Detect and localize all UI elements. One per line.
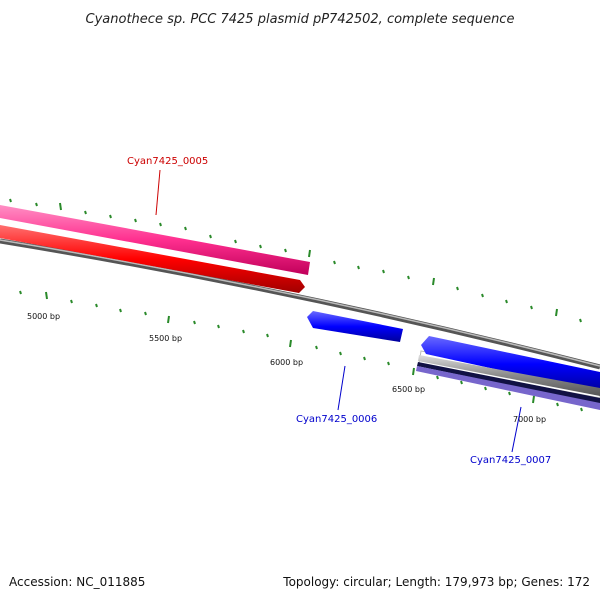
gene-cyan7425-0005-arrow[interactable] xyxy=(0,225,305,293)
tick-mark xyxy=(308,249,311,258)
tick-mark xyxy=(407,275,410,280)
tick-mark xyxy=(556,402,559,407)
tick-mark xyxy=(259,244,262,249)
tick-mark xyxy=(109,214,112,219)
tick-mark xyxy=(95,303,98,308)
tick-mark xyxy=(357,265,360,270)
tick-mark xyxy=(363,356,366,361)
tick-mark xyxy=(460,380,463,385)
gene-label-cyan7425-0005[interactable]: Cyan7425_0005 xyxy=(127,156,208,167)
gene-feature-gray[interactable] xyxy=(418,355,600,396)
tick-mark xyxy=(217,324,220,329)
gene-label-cyan7425-0007[interactable]: Cyan7425_0007 xyxy=(470,455,551,466)
tick-mark xyxy=(580,407,583,412)
tick-mark xyxy=(289,339,292,348)
accession-text: Accession: NC_011885 xyxy=(9,575,145,589)
tick-marks-lower xyxy=(19,290,583,412)
tick-mark xyxy=(532,395,535,404)
tick-mark xyxy=(456,286,459,291)
tick-mark xyxy=(333,260,336,265)
tick-mark xyxy=(167,315,170,324)
tick-mark xyxy=(209,234,212,239)
gene-label-leader xyxy=(511,406,522,453)
tick-mark xyxy=(59,202,62,211)
map-title: Cyanothece sp. PCC 7425 plasmid pP742502… xyxy=(86,12,515,27)
tick-mark xyxy=(387,361,390,366)
tick-mark xyxy=(339,351,342,356)
tick-label: 6000 bp xyxy=(270,358,303,367)
tick-mark xyxy=(35,202,38,207)
tick-mark xyxy=(436,375,439,380)
gene-feature-dark[interactable] xyxy=(417,362,600,404)
tick-mark xyxy=(555,308,558,317)
tick-mark xyxy=(266,333,269,338)
backbone-highlight xyxy=(0,239,600,367)
tick-mark xyxy=(505,299,508,304)
gene-label-cyan7425-0006[interactable]: Cyan7425_0006 xyxy=(296,414,377,425)
gene-label-leader xyxy=(337,365,346,411)
tick-mark xyxy=(159,222,162,227)
backbone-line xyxy=(0,238,600,370)
gene-cyan7425-0006-arrow[interactable] xyxy=(307,311,403,342)
tick-mark xyxy=(184,226,187,231)
tick-label: 5000 bp xyxy=(27,312,60,321)
tick-mark xyxy=(508,391,511,396)
tick-marks-upper xyxy=(9,198,582,323)
tick-mark xyxy=(119,308,122,313)
tick-mark xyxy=(284,248,287,253)
tick-mark xyxy=(484,386,487,391)
tick-mark xyxy=(144,311,147,316)
gene-label-leader xyxy=(155,169,161,216)
tick-mark xyxy=(432,277,435,286)
tick-mark xyxy=(70,299,73,304)
summary-text: Topology: circular; Length: 179,973 bp; … xyxy=(282,575,590,589)
tick-mark xyxy=(579,318,582,323)
tick-mark xyxy=(9,198,12,203)
tick-mark xyxy=(234,239,237,244)
tick-label: 6500 bp xyxy=(392,385,425,394)
tick-label: 7000 bp xyxy=(513,415,546,424)
gene-cyan7425-0007-arrow[interactable] xyxy=(421,336,600,392)
tick-label: 5500 bp xyxy=(149,334,182,343)
tick-mark xyxy=(19,290,22,295)
gene-feature-pink[interactable] xyxy=(0,205,310,275)
tick-mark xyxy=(315,345,318,350)
tick-mark xyxy=(412,367,415,376)
tick-mark xyxy=(481,293,484,298)
tick-mark xyxy=(84,210,87,215)
tick-mark xyxy=(134,218,137,223)
tick-mark xyxy=(45,291,48,300)
tick-mark xyxy=(530,305,533,310)
tick-mark xyxy=(382,269,385,274)
gene-feature-purple[interactable] xyxy=(416,366,600,410)
tick-mark xyxy=(193,320,196,325)
tick-mark xyxy=(242,329,245,334)
